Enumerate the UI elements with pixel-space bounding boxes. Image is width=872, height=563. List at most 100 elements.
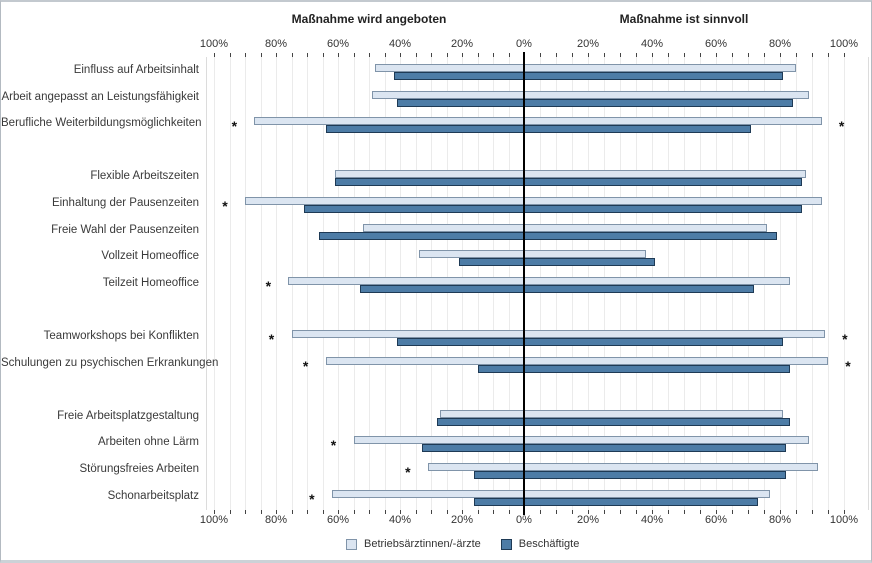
axis-tickmark <box>276 53 277 57</box>
gridline <box>260 57 262 510</box>
plot-left-edge <box>206 57 207 510</box>
axis-tickmark <box>812 510 813 514</box>
axis-tickmark <box>214 53 215 57</box>
gridline <box>796 57 797 510</box>
axis-tickmark <box>620 53 621 57</box>
bar-beschaeftigte <box>474 497 758 506</box>
significance-asterisk-right: * <box>838 118 845 135</box>
axis-tickmark <box>462 53 463 57</box>
significance-asterisk-right: * <box>842 331 848 347</box>
significance-asterisk-left: * <box>309 490 315 507</box>
bar-beschaeftigte <box>437 417 790 426</box>
bar-beschaeftigte <box>303 205 803 213</box>
axis-tickmark <box>245 510 246 514</box>
right-axis-title: Maßnahme ist sinnvoll <box>619 12 749 26</box>
bottom-axis-tick-label: 0% <box>516 514 532 526</box>
top-axis-tick-label: 20% <box>576 38 600 50</box>
bottom-axis-tick-label: 60% <box>704 514 728 526</box>
significance-asterisk-left: * <box>330 437 337 454</box>
axis-tickmark <box>716 53 717 57</box>
top-axis-tick-label: 60% <box>704 38 728 50</box>
axis-tickmark <box>668 510 669 514</box>
axis-tickmark <box>556 510 557 514</box>
axis-tickmark <box>540 53 541 57</box>
axis-tickmark <box>748 510 749 514</box>
beschaeftigte-swatch-icon <box>500 538 512 550</box>
axis-tickmark <box>446 53 448 57</box>
axis-tickmark <box>353 53 355 57</box>
gridline <box>229 57 231 510</box>
category-label: Schulungen zu psychischen Erkrankungen <box>1 356 219 369</box>
bar-betriebsaerzte <box>418 250 646 259</box>
bar-beschaeftigte <box>396 98 793 107</box>
gridline <box>214 57 215 510</box>
axis-tickmark <box>636 510 637 514</box>
axis-tickmark <box>588 53 589 57</box>
bottom-axis-tick-label: 100% <box>829 514 859 526</box>
bar-beschaeftigte <box>325 125 752 134</box>
axis-tickmark <box>812 53 813 57</box>
betriebsaerzte-swatch-icon <box>346 538 357 550</box>
axis-tickmark <box>369 53 370 57</box>
axis-tickmark <box>572 510 573 514</box>
axis-tickmark <box>462 510 463 514</box>
top-axis-tick-label: 40% <box>640 38 664 50</box>
axis-tickmark <box>668 53 669 57</box>
axis-tickmark <box>493 53 494 57</box>
axis-tickmark <box>540 510 541 514</box>
axis-tickmark <box>700 510 701 514</box>
bar-beschaeftigte <box>421 444 787 453</box>
bar-betriebsaerzte <box>254 117 822 126</box>
axis-tickmark <box>604 53 605 57</box>
axis-tickmark <box>477 53 479 57</box>
bottom-axis-tick-label: 40% <box>388 514 412 526</box>
bar-beschaeftigte <box>319 231 777 240</box>
axis-tickmark <box>431 510 432 514</box>
category-label: Teamworkshops bei Konflikten <box>43 330 199 342</box>
top-axis-tick-label: 100% <box>829 38 859 50</box>
bottom-axis-tick-label: 80% <box>768 514 792 526</box>
left-axis-title: Maßnahme wird angeboten <box>291 12 447 26</box>
bar-beschaeftigte <box>396 338 784 346</box>
significance-asterisk-left: * <box>405 464 411 480</box>
bottom-axis-tick-label: 40% <box>640 514 664 526</box>
top-axis-tick-label: 80% <box>768 38 792 50</box>
category-label: Flexible Arbeitszeiten <box>90 170 199 183</box>
axis-tickmark <box>636 53 637 57</box>
category-label: Freie Arbeitsplatzgestaltung <box>57 409 199 422</box>
axis-tickmark <box>652 53 653 57</box>
axis-tickmark <box>700 53 701 57</box>
significance-asterisk-left: * <box>265 277 272 294</box>
axis-tickmark <box>508 510 510 514</box>
axis-tickmark <box>684 510 685 514</box>
axis-tickmark <box>400 53 401 57</box>
axis-tickmark <box>780 53 781 57</box>
axis-tickmark <box>415 510 417 514</box>
bottom-axis-tick-label: 80% <box>264 514 288 526</box>
category-label: Störungsfreies Arbeiten <box>79 463 199 475</box>
axis-tickmark <box>322 510 324 514</box>
axis-tickmark <box>229 510 231 514</box>
axis-tickmark <box>245 53 246 57</box>
axis-tickmark <box>828 510 829 514</box>
legend: Betriebsärztinnen/-ärzte Beschäftigte <box>346 538 579 550</box>
bar-betriebsaerzte <box>353 436 809 445</box>
top-axis-tick-label: 0% <box>516 38 532 50</box>
bar-betriebsaerzte <box>288 276 790 285</box>
bar-beschaeftigte <box>393 72 784 80</box>
bar-beschaeftigte <box>359 284 755 293</box>
gridline <box>276 57 277 510</box>
category-label: Arbeit angepasst an Leistungsfähigkeit <box>1 90 199 103</box>
bottom-axis-tick-label: 60% <box>326 514 350 526</box>
significance-asterisk-left: * <box>222 198 228 214</box>
center-line <box>523 52 525 515</box>
axis-tickmark <box>369 510 370 514</box>
axis-tickmark <box>556 53 557 57</box>
category-label: Einfluss auf Arbeitsinhalt <box>73 64 199 76</box>
axis-tickmark <box>400 510 401 514</box>
top-axis-tick-label: 60% <box>326 38 350 50</box>
axis-tickmark <box>684 53 685 57</box>
axis-tickmark <box>260 53 262 57</box>
axis-tickmark <box>732 53 733 57</box>
